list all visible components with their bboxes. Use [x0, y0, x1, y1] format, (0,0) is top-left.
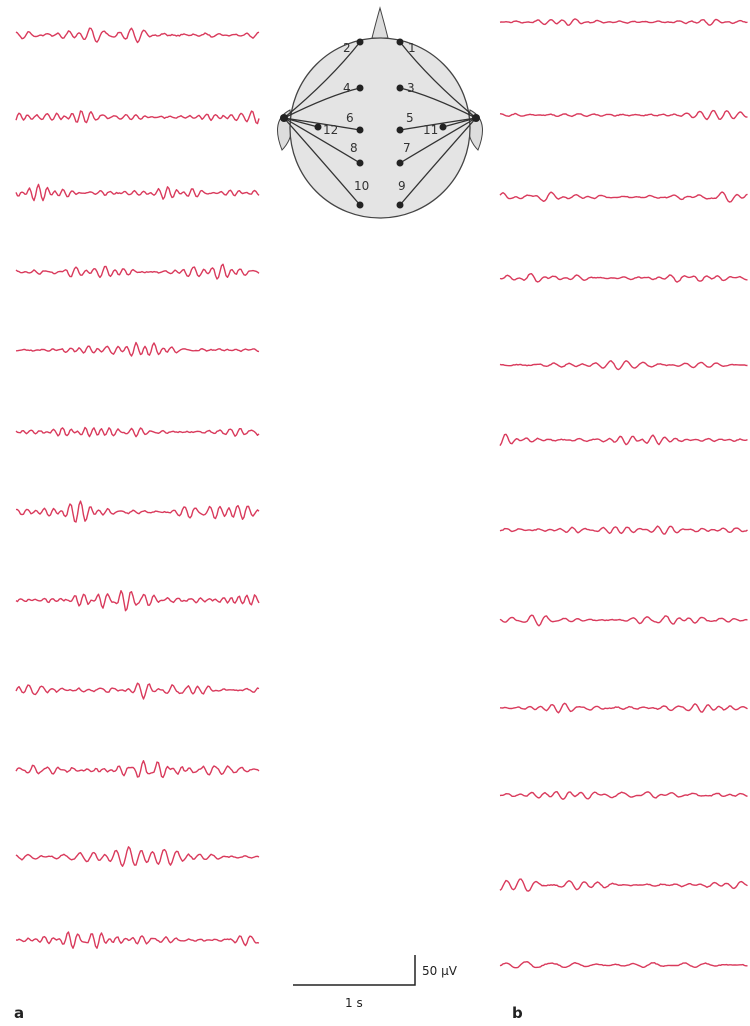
eeg-trace — [15, 27, 260, 44]
eeg-trace — [499, 433, 748, 446]
electrode-label: 1 — [408, 41, 416, 55]
electrode-label: 4 — [343, 81, 351, 95]
eeg-trace — [15, 682, 260, 700]
wires — [283, 41, 477, 206]
nose — [371, 6, 389, 39]
eeg-trace — [15, 760, 260, 779]
eeg-trace — [499, 878, 748, 892]
traces — [15, 18, 748, 969]
electrode-label: 11 — [423, 123, 438, 137]
eeg-trace — [499, 614, 748, 627]
scale-amplitude: 50 µV — [422, 964, 458, 978]
electrode-label: 9 — [398, 179, 406, 193]
eeg-trace — [15, 110, 260, 125]
eeg-trace — [499, 702, 748, 714]
eeg-trace — [499, 18, 748, 26]
panel-label: b — [512, 1004, 523, 1022]
eeg-trace — [15, 590, 260, 612]
eeg-trace — [15, 183, 260, 202]
panel-label: a — [14, 1004, 24, 1022]
eeg-trace — [15, 931, 260, 949]
eeg-trace — [499, 109, 748, 121]
electrodes — [280, 38, 480, 209]
eeg-trace — [499, 525, 748, 535]
eeg-trace — [499, 273, 748, 283]
electrode-label: 3 — [407, 81, 415, 95]
head-diagram: 1 2 3 4 5 6 7 8 9 10 11 12 — [277, 6, 483, 219]
electrode-label: 5 — [406, 111, 414, 125]
eeg-trace — [499, 191, 748, 203]
scale-bar: 50 µV 1 s — [293, 955, 458, 1010]
eeg-trace — [499, 791, 748, 800]
electrode-label: 8 — [350, 141, 358, 155]
eeg-trace — [499, 961, 748, 969]
electrode-label: 10 — [354, 179, 369, 193]
eeg-trace — [15, 341, 260, 357]
eeg-trace — [15, 263, 260, 280]
eeg-trace — [15, 500, 260, 523]
electrode-label: 7 — [403, 141, 411, 155]
electrode-label: 2 — [343, 41, 351, 55]
eeg-trace — [499, 360, 748, 371]
head — [289, 37, 471, 219]
eeg-trace — [15, 426, 260, 438]
eeg-trace — [15, 846, 260, 867]
electrode-label: 12 — [323, 123, 338, 137]
scale-lines — [293, 955, 416, 986]
electrode-label: 6 — [346, 111, 354, 125]
scale-time: 1 s — [345, 996, 363, 1010]
